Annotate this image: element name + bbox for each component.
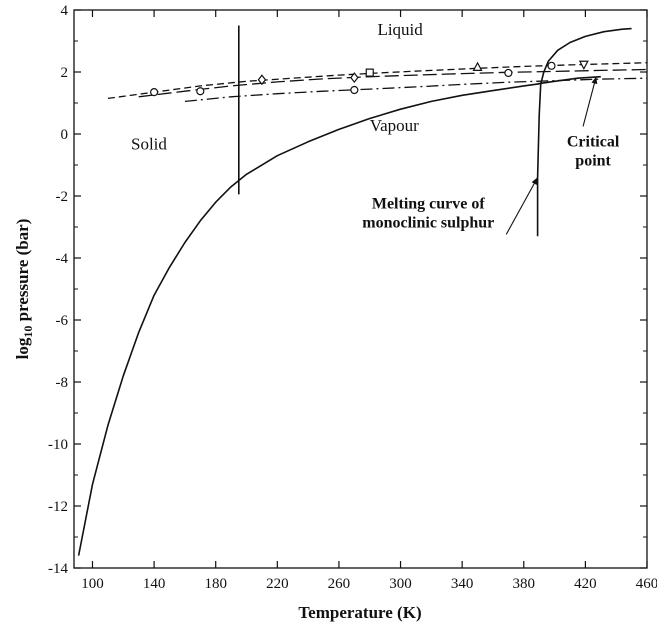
x-tick-label: 380 [513,576,536,592]
annotation-text-line: point [575,152,611,169]
y-tick-label: -10 [48,437,68,453]
x-tick-label: 140 [143,576,166,592]
curves [77,25,648,556]
region-labels: Liquid Solid Vapour [131,20,423,154]
region-label-vapour: Vapour [370,116,419,135]
y-ticks: -14 -12 -10 -8 -6 -4 -2 0 2 4 [48,3,647,577]
x-tick-label: 420 [574,576,597,592]
marker-circle [196,87,205,96]
x-tick-label: 300 [389,576,412,592]
x-ticks: 100 140 180 220 260 300 340 380 420 460 [81,10,657,592]
marker-diamond [257,74,267,86]
y-tick-label: -14 [48,561,68,577]
marker-circle [547,61,556,70]
marker-triangle-down [578,60,589,71]
marker-circle [149,88,159,97]
marker-circle [504,68,513,78]
annotation-text-line: Critical [567,133,620,150]
annotation-arrow-line [582,76,597,127]
y-tick-label: -8 [56,375,69,391]
x-axis-title: Temperature (K) [298,603,421,622]
y-axis-title: log10 pressure (bar) [13,219,35,360]
marker-diamond [350,72,359,84]
x-tick-label: 220 [266,576,289,592]
annotation-arrowhead [591,76,598,85]
annotation-arrow-line [505,177,539,235]
series-line-dashed-4 [107,62,648,100]
series-line-dashdot-6 [184,77,648,103]
y-tick-label: 4 [61,3,69,19]
y-tick-label: -6 [56,313,69,329]
region-label-solid: Solid [131,135,167,154]
annotations: Melting curve of monoclinic sulphur Critic… [362,76,620,235]
x-tick-label: 260 [328,576,351,592]
region-label-liquid: Liquid [377,20,423,39]
y-tick-label: -12 [48,499,68,515]
y-tick-label: -4 [56,251,69,267]
marker-triangle [472,61,483,71]
y-tick-label: 2 [61,65,69,81]
data-markers [149,60,589,97]
annotation-text-line: Melting curve of [372,195,486,212]
x-tick-label: 100 [81,576,104,592]
x-tick-label: 340 [451,576,474,592]
x-tick-label: 180 [204,576,227,592]
annotation-text-line: monoclinic sulphur [362,214,494,231]
y-axis-title-subscript: 10 [21,326,35,338]
y-tick-label: -2 [56,189,69,205]
marker-square [365,68,374,77]
series-line-solid-0 [77,83,540,556]
series-line-solid-2 [536,27,632,237]
series-line-longdash-5 [138,68,648,98]
x-tick-label: 460 [636,576,657,592]
y-tick-label: 0 [61,127,69,143]
annotation-arrowhead [531,177,538,185]
marker-circle [350,85,359,95]
